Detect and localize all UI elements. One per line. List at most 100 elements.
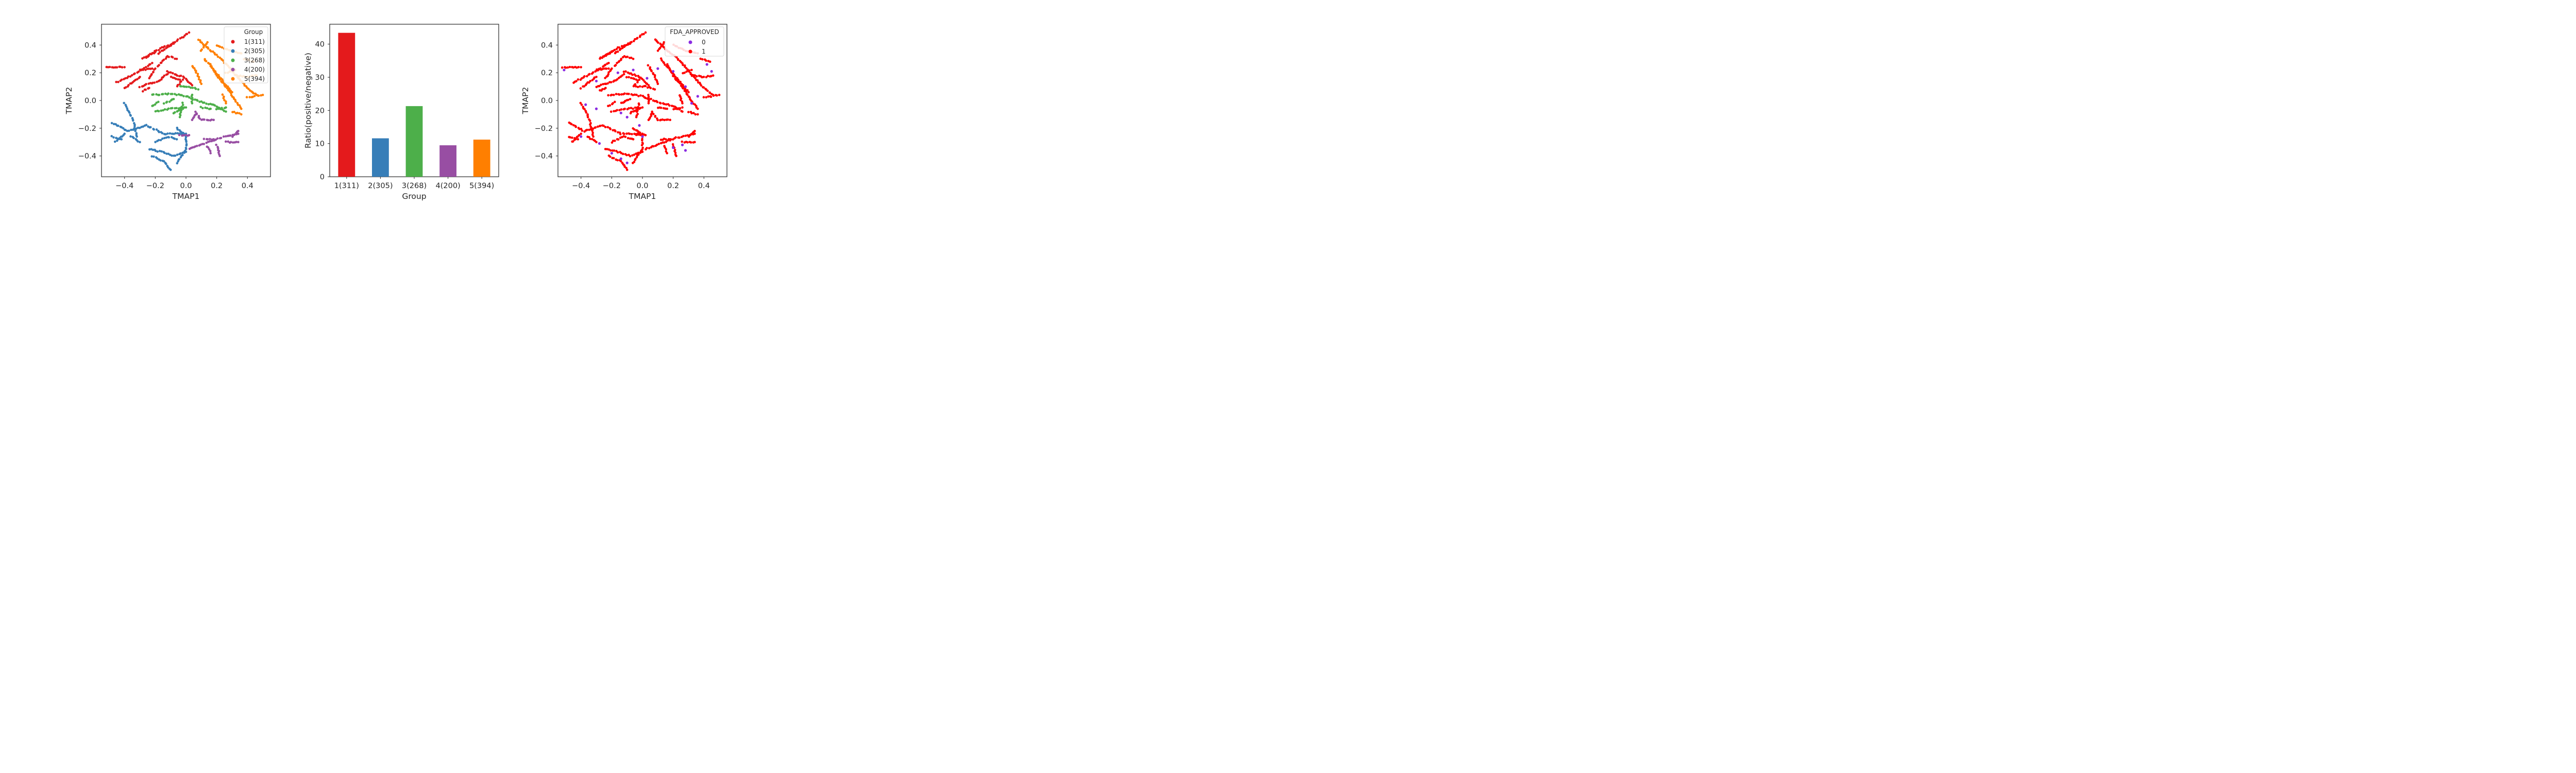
scatter-point <box>607 94 609 97</box>
scatter-point <box>152 93 155 96</box>
scatter-point <box>164 92 167 95</box>
scatter-point <box>604 126 607 128</box>
scatter-point <box>636 86 639 89</box>
scatter-point <box>694 77 697 80</box>
scatter-point <box>669 69 672 72</box>
scatter-point <box>702 76 705 78</box>
scatter-point <box>196 99 199 102</box>
scatter-point <box>156 80 158 83</box>
scatter-points <box>561 31 721 171</box>
scatter-point <box>163 160 165 163</box>
scatter-point <box>170 75 173 78</box>
scatter-point <box>708 60 711 63</box>
scatter-point <box>238 112 241 115</box>
scatter-point <box>205 60 208 63</box>
scatter-point <box>214 73 217 75</box>
scatter-point <box>215 143 217 146</box>
scatter-point <box>641 138 643 140</box>
scatter-point <box>225 102 227 105</box>
x-tick-label: 3(268) <box>402 182 427 190</box>
scatter-point <box>218 78 222 81</box>
scatter-point <box>148 87 150 90</box>
scatter-point <box>180 80 182 83</box>
scatter-point <box>623 92 626 95</box>
scatter-point <box>133 72 136 75</box>
scatter-point <box>130 128 132 131</box>
scatter-point <box>212 50 214 53</box>
scatter-point <box>203 118 206 121</box>
scatter-point <box>174 93 176 95</box>
scatter-point <box>619 133 622 136</box>
scatter-point <box>641 146 644 149</box>
scatter-point <box>209 107 212 110</box>
scatter-point <box>176 132 179 135</box>
scatter-point <box>116 137 119 140</box>
scatter-point <box>709 95 713 98</box>
scatter-point <box>642 32 645 36</box>
scatter-point <box>122 127 125 130</box>
scatter-point <box>180 106 183 108</box>
scatter-point <box>656 100 659 104</box>
scatter-point <box>208 148 211 151</box>
scatter-point <box>637 95 640 97</box>
scatter-point <box>659 139 663 141</box>
scatter-point <box>137 126 140 129</box>
scatter-point <box>218 155 221 157</box>
scatter-point <box>613 48 616 52</box>
scatter-point <box>238 104 241 107</box>
scatter-point <box>170 71 172 74</box>
scatter-point <box>616 50 619 53</box>
legend-box <box>665 26 724 57</box>
scatter-point <box>185 86 188 88</box>
scatter-point <box>588 73 591 76</box>
scatter-point <box>159 159 162 162</box>
scatter-point <box>607 62 610 64</box>
scatter-point <box>191 98 194 101</box>
scatter-point <box>176 162 179 165</box>
scatter-point <box>580 103 583 106</box>
scatter-point <box>679 107 682 110</box>
scatter-point <box>630 107 633 109</box>
scatter-point <box>171 132 174 135</box>
scatter-point <box>257 94 260 97</box>
scatter-point <box>207 103 210 106</box>
x-tick-label: 0.2 <box>667 182 679 190</box>
scatter-point <box>629 155 632 158</box>
scatter-point <box>128 129 130 132</box>
scatter-point <box>589 138 591 140</box>
scatter-point <box>209 138 211 141</box>
scatter-point <box>622 73 625 76</box>
legend-label: 1(311) <box>244 38 265 45</box>
scatter-point <box>635 93 638 96</box>
scatter-point <box>705 96 707 99</box>
y-tick-label: 20 <box>315 107 325 115</box>
scatter-point <box>625 161 629 164</box>
scatter-point <box>218 56 222 59</box>
scatter-point <box>609 110 613 113</box>
scatter-point <box>214 138 217 141</box>
scatter-point <box>155 93 158 96</box>
scatter-point <box>646 82 649 85</box>
scatter-point <box>580 127 583 130</box>
scatter-point <box>161 132 164 135</box>
scatter-point <box>165 162 167 165</box>
scatter-point <box>656 82 659 85</box>
scatter-point <box>225 106 227 109</box>
scatter-point <box>126 129 129 132</box>
scatter-point <box>209 63 212 65</box>
bar <box>473 139 490 177</box>
scatter-point <box>147 55 150 57</box>
scatter-point <box>167 71 171 74</box>
scatter-point <box>634 38 636 41</box>
scatter-point <box>168 100 171 103</box>
scatter-point <box>169 169 172 171</box>
scatter-point <box>182 36 185 39</box>
scatter-point <box>173 137 176 140</box>
scatter-point <box>191 84 194 87</box>
legend-label: 0 <box>702 39 706 46</box>
scatter-point <box>215 54 218 56</box>
scatter-point <box>629 132 631 136</box>
scatter-point <box>252 92 255 95</box>
scatter-point <box>202 138 206 140</box>
scatter-point <box>581 129 584 132</box>
